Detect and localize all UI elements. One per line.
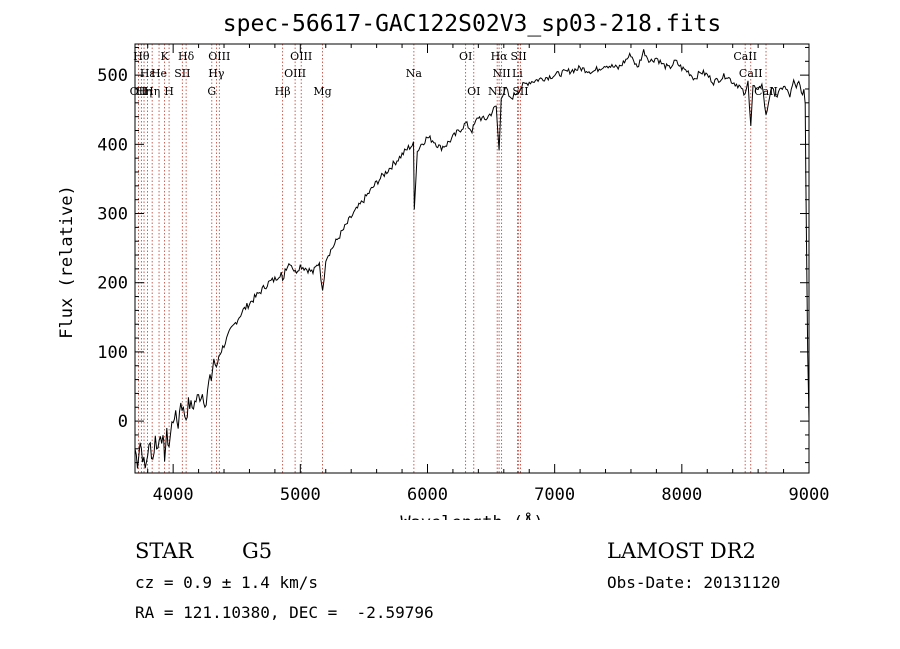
chart-title: spec-56617-GAC122S02V3_sp03-218.fits (223, 11, 722, 37)
spectral-line-label: Hγ (208, 67, 225, 80)
spectral-line-label: OIII (284, 67, 306, 80)
y-tick-label: 400 (97, 135, 128, 155)
spectral-line-label: CaII (739, 67, 763, 80)
y-tick-label: 0 (118, 412, 128, 432)
x-axis-label: Wavelength (Å) (400, 511, 543, 520)
spectral-line-labels: OIIHθHηHεHηHeKHSIIHδGHγOIIIHβOIIIOIIIMgN… (130, 50, 778, 98)
y-tick-label: 200 (97, 274, 128, 294)
flux-series-line (134, 49, 810, 469)
spectral-line-label: SII (174, 67, 190, 80)
spectral-line-label: NII (488, 85, 506, 98)
survey-name: LAMOST DR2 (607, 539, 756, 563)
y-axis: 0 100 200 300 400 500 (97, 46, 809, 464)
spectral-line-label: OII (130, 85, 148, 98)
spectral-line-label: Hθ (133, 50, 150, 63)
spectral-line-label: NII (492, 67, 510, 80)
spectral-line-label: OI (467, 85, 480, 98)
x-tick-label: 4000 (153, 485, 194, 505)
object-class: STAR (135, 539, 194, 563)
spectral-line-label: K (161, 50, 170, 63)
spectrum-chart: OIIHθHηHεHηHeKHSIIHδGHγOIIIHβOIIIOIIIMgN… (57, 11, 830, 520)
spectral-line-label: Mg (313, 85, 331, 98)
spectral-line-label: OIII (290, 50, 312, 63)
spectral-line-label: SII (511, 50, 527, 63)
spectral-line-label: He (151, 67, 167, 80)
observation-date: Obs-Date: 20131120 (607, 573, 781, 592)
spectral-line-label: Hη (136, 85, 152, 98)
spectral-line-label: Hβ (275, 85, 291, 98)
spectral-line-label: Li (512, 67, 523, 80)
spectral-line-label: Na (406, 67, 423, 80)
spectral-line-label: Hα (491, 50, 509, 63)
x-tick-label: 9000 (789, 485, 830, 505)
spectral-line-label: CaII (733, 50, 757, 63)
x-axis: 4000 5000 6000 7000 8000 9000 (147, 44, 830, 505)
x-tick-label: 5000 (280, 485, 321, 505)
x-tick-label: 7000 (534, 485, 575, 505)
spectral-line-label: Hδ (178, 50, 195, 63)
y-tick-label: 300 (97, 205, 128, 225)
spectral-line-label: SII (512, 85, 528, 98)
object-subclass: G5 (242, 539, 273, 563)
y-tick-label: 100 (97, 343, 128, 363)
spectral-line-markers (138, 44, 767, 473)
spectral-line-label: H (164, 85, 174, 98)
ra-dec: RA = 121.10380, DEC = -2.59796 (135, 603, 434, 622)
spectral-line-label: Hη (144, 85, 160, 98)
spectral-line-label: OIII (208, 50, 230, 63)
redshift-cz: cz = 0.9 ± 1.4 km/s (135, 573, 319, 592)
x-tick-label: 8000 (661, 485, 702, 505)
spectral-line-label: Hε (140, 67, 156, 80)
spectral-line-label: G (207, 85, 216, 98)
spectral-line-label: OI (459, 50, 472, 63)
y-tick-label: 500 (97, 66, 128, 86)
x-tick-label: 6000 (407, 485, 448, 505)
y-axis-label: Flux (relative) (57, 185, 77, 339)
plot-frame (134, 43, 810, 474)
